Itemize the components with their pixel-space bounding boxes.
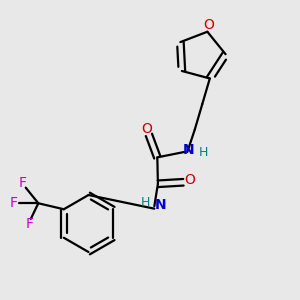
Text: O: O bbox=[141, 122, 152, 136]
Text: F: F bbox=[19, 176, 27, 190]
Text: O: O bbox=[203, 18, 214, 32]
Text: F: F bbox=[10, 196, 18, 210]
Text: F: F bbox=[25, 217, 33, 231]
Text: O: O bbox=[184, 173, 195, 187]
Text: N: N bbox=[183, 142, 195, 157]
Text: N: N bbox=[155, 198, 167, 212]
Text: H: H bbox=[199, 146, 208, 159]
Text: H: H bbox=[141, 196, 150, 209]
